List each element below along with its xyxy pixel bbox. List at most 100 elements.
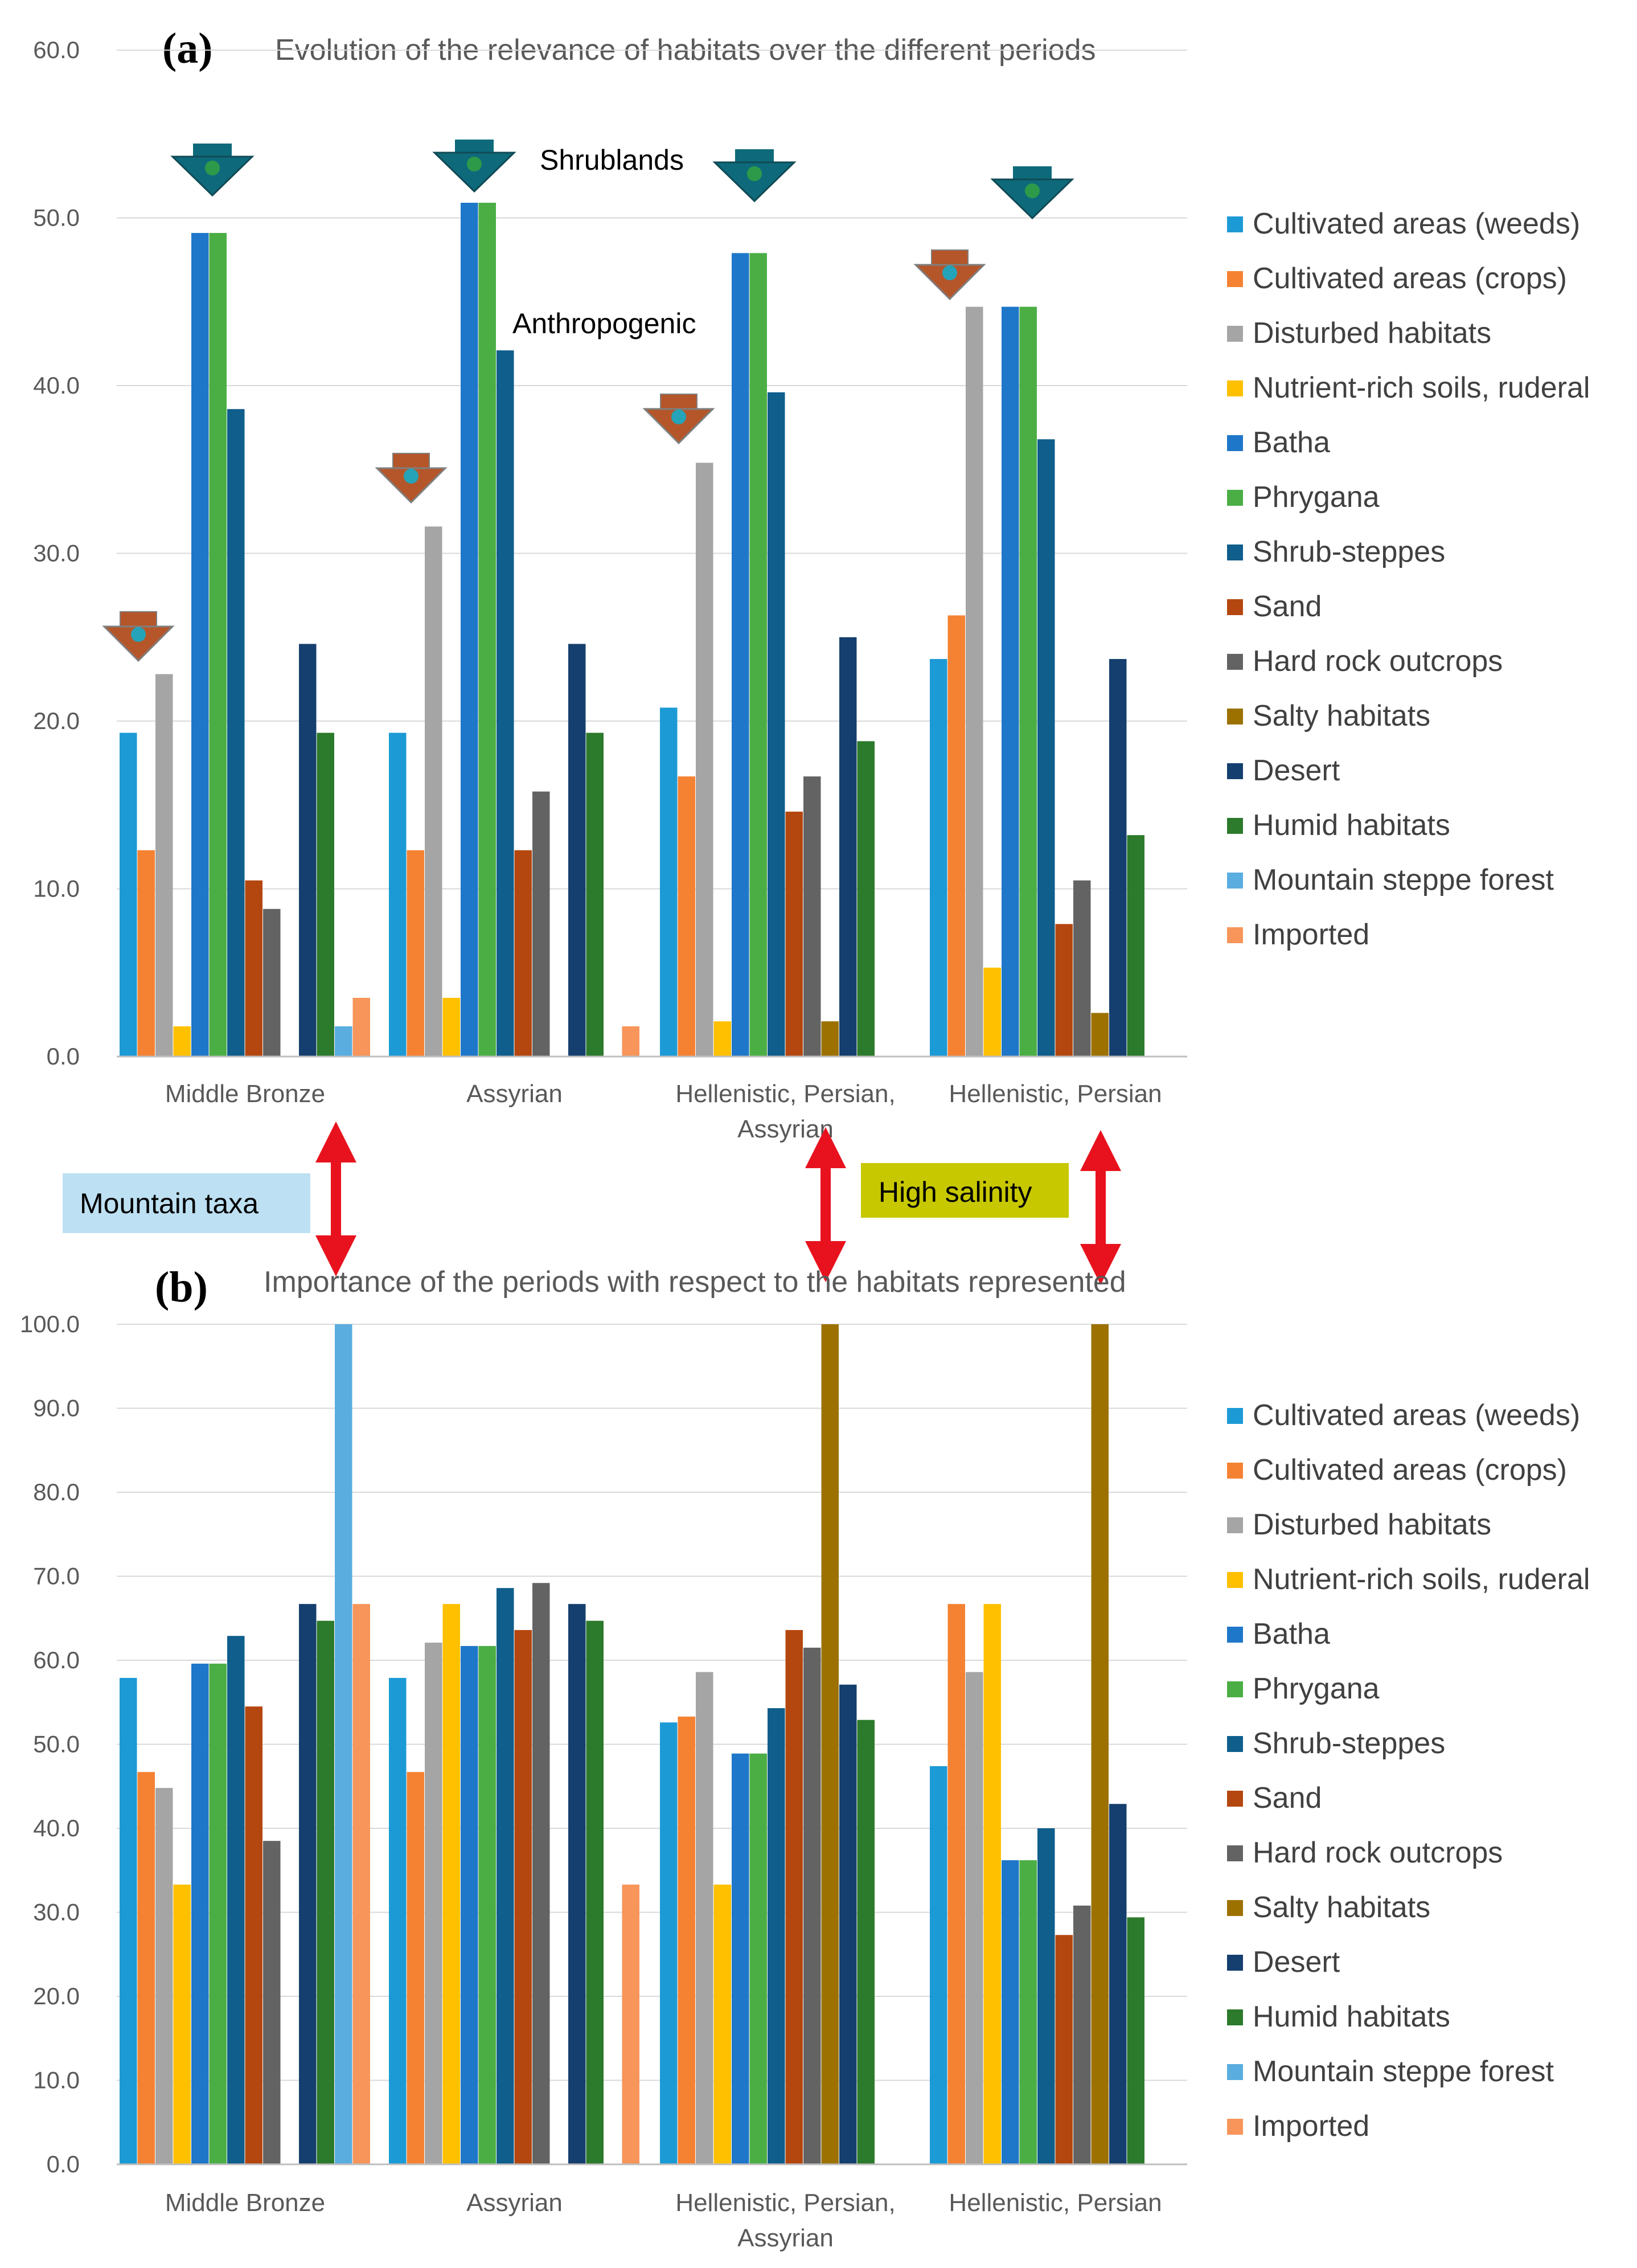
legend-label: Salty habitats	[1253, 699, 1430, 732]
bar	[803, 1647, 821, 2164]
x-category-label: Assyrian	[466, 1080, 563, 1108]
bar	[497, 350, 514, 1057]
bar	[407, 850, 424, 1057]
bar	[947, 615, 965, 1057]
bar	[245, 1706, 262, 2164]
legend-label: Hard rock outcrops	[1253, 1836, 1503, 1869]
bar	[713, 1021, 731, 1057]
legend-label: Desert	[1253, 1946, 1340, 1979]
legend-swatch	[1227, 2064, 1243, 2080]
bar	[678, 1716, 695, 2164]
x-category-label: Hellenistic, Persian	[949, 1080, 1162, 1108]
legend-swatch	[1227, 927, 1243, 943]
anthropogenic-arrow-icon	[913, 249, 986, 301]
bar	[1127, 1917, 1144, 2164]
bar	[317, 1620, 334, 2164]
anthropogenic-arrow-icon	[375, 453, 448, 504]
legend-label: Sand	[1253, 1782, 1322, 1815]
bar	[389, 732, 407, 1057]
legend-label: Imported	[1253, 918, 1369, 951]
bar	[568, 1604, 586, 2164]
y-tick-label: 80.0	[33, 1479, 80, 1505]
legend-label: Cultivated areas (crops)	[1253, 1454, 1567, 1487]
bar	[1127, 835, 1144, 1057]
legend-swatch	[1227, 1845, 1243, 1861]
bar	[821, 1324, 839, 2164]
bar	[263, 1841, 281, 2164]
bar	[749, 253, 767, 1057]
y-tick-label: 0.0	[47, 1043, 80, 1070]
mountain-taxa-box	[63, 1173, 310, 1233]
bar	[389, 1677, 407, 2164]
bar	[1091, 1013, 1109, 1057]
bar	[930, 659, 947, 1057]
bar	[352, 1604, 370, 2164]
bar	[425, 526, 442, 1057]
bar	[586, 732, 604, 1057]
shrublands-arrow-icon	[170, 144, 255, 197]
bar	[966, 306, 983, 1057]
chart-b-bars	[120, 1324, 1144, 2164]
bar	[1019, 306, 1037, 1057]
legend-label: Mountain steppe forest	[1253, 863, 1554, 896]
y-tick-label: 60.0	[33, 36, 80, 63]
x-category-label: Hellenistic, Persian	[949, 2189, 1162, 2217]
legend-swatch	[1227, 490, 1243, 506]
chart-b: (b) Importance of the periods with respe…	[20, 1263, 1590, 2252]
bar	[532, 1583, 550, 2164]
bar	[191, 233, 209, 1057]
x-category-label: Middle Bronze	[165, 1080, 325, 1108]
legend-label: Disturbed habitats	[1253, 317, 1491, 350]
bar	[299, 644, 317, 1057]
bar	[227, 1636, 245, 2164]
legend-label: Humid habitats	[1253, 809, 1450, 842]
legend-swatch	[1227, 654, 1243, 670]
bar	[407, 1772, 424, 2164]
legend-label: Batha	[1253, 1618, 1330, 1651]
bar	[1073, 1905, 1091, 2164]
legend-swatch	[1227, 1900, 1243, 1916]
legend-swatch	[1227, 2009, 1243, 2025]
bar	[514, 1630, 532, 2164]
legend-swatch	[1227, 873, 1243, 889]
legend-label: Nutrient-rich soils, ruderal	[1253, 371, 1590, 404]
bar	[263, 908, 281, 1057]
bar	[335, 1324, 352, 2164]
bar	[209, 233, 227, 1057]
anthropogenic-arrow-icon	[102, 611, 175, 662]
y-tick-label: 0.0	[47, 2151, 80, 2177]
legend-label: Desert	[1253, 754, 1340, 787]
legend-swatch	[1227, 1681, 1243, 1697]
legend-swatch	[1227, 271, 1243, 287]
bar	[461, 202, 478, 1057]
bar	[1109, 1804, 1127, 2164]
legend-label: Cultivated areas (crops)	[1253, 262, 1567, 295]
bar	[120, 1677, 137, 2164]
legend-swatch	[1227, 599, 1243, 615]
shrublands-label: Shrublands	[540, 144, 684, 176]
bar	[442, 997, 460, 1057]
bar	[335, 1026, 352, 1057]
bar	[749, 1753, 767, 2164]
bar	[1019, 1860, 1037, 2164]
bar	[478, 202, 496, 1057]
legend-label: Cultivated areas (weeds)	[1253, 1399, 1580, 1432]
bar	[696, 462, 713, 1057]
chart-a-y-axis: 0.0 10.0 20.0 30.0 40.0 50.0 60.0	[33, 36, 80, 1070]
y-tick-label: 50.0	[33, 1731, 80, 1758]
y-tick-label: 90.0	[33, 1395, 80, 1422]
chart-b-legend: Cultivated areas (weeds) Cultivated areas…	[1227, 1399, 1590, 2143]
shrublands-arrow-icon	[990, 166, 1074, 220]
chart-a-bars	[120, 202, 1144, 1057]
legend-swatch	[1227, 2119, 1243, 2135]
bar	[442, 1604, 460, 2164]
bar	[1037, 1828, 1055, 2164]
bar	[785, 1630, 803, 2164]
y-tick-label: 40.0	[33, 372, 80, 399]
legend-swatch	[1227, 545, 1243, 560]
bar	[947, 1604, 965, 2164]
bar	[803, 776, 821, 1057]
x-category-label: Hellenistic, Persian, Assyrian	[675, 2189, 895, 2252]
legend-label: Salty habitats	[1253, 1891, 1430, 1924]
